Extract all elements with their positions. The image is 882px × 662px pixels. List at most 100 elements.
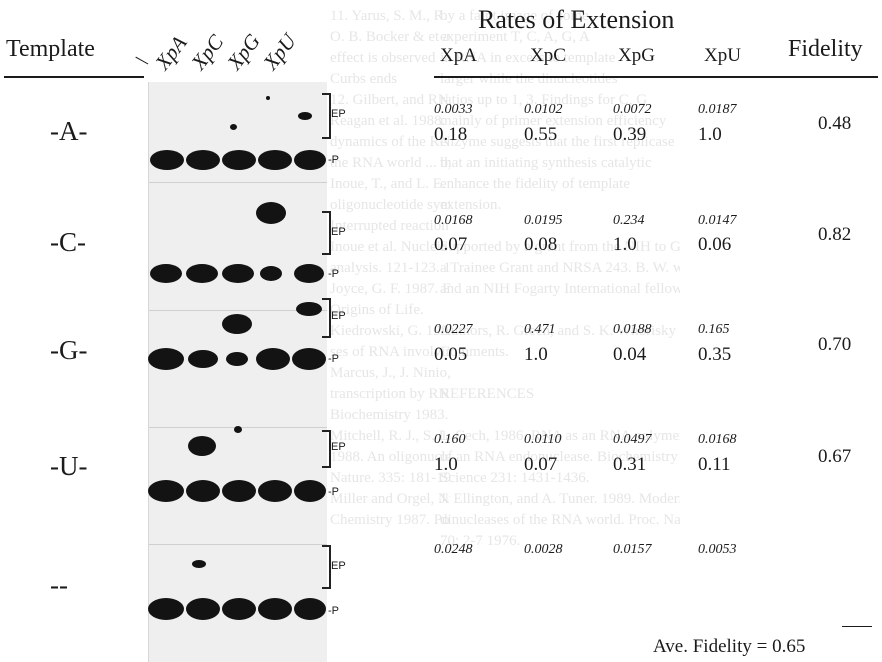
template-label-u: -U- xyxy=(50,451,88,481)
rate-c-xpc: 0.0195 xyxy=(524,213,563,228)
template-header-rule xyxy=(4,76,144,78)
gel-image xyxy=(148,82,327,662)
xpc-column-header: XpC xyxy=(530,45,566,66)
p-label: -P xyxy=(328,605,339,617)
p-label: -P xyxy=(328,486,339,498)
bleed-through-right: by a faint image of some experiment T, C,… xyxy=(440,8,680,549)
gel-band-primer xyxy=(150,264,182,283)
ep-label: EP xyxy=(331,108,346,120)
gel-band-primer xyxy=(222,264,254,283)
fidelity-c: 0.82 xyxy=(818,224,852,245)
template-column-header: Template xyxy=(6,36,95,62)
relative-c-xpg: 1.0 xyxy=(613,234,637,255)
relative-a-xpu: 1.0 xyxy=(698,124,722,145)
lane-label-xpc: XpC xyxy=(186,30,229,75)
rate-none-xpa: 0.0248 xyxy=(434,542,473,557)
xpu-column-header: XpU xyxy=(704,45,741,66)
gel-band-primer xyxy=(258,150,292,170)
gel-band-primer xyxy=(148,598,184,620)
gel-band-primer xyxy=(148,480,184,502)
relative-u-xpg: 0.31 xyxy=(613,454,647,475)
rate-a-xpg: 0.0072 xyxy=(613,102,652,117)
gel-band-primer xyxy=(258,480,292,502)
rate-a-xpc: 0.0102 xyxy=(524,102,563,117)
rate-g-xpc: 0.471 xyxy=(524,322,556,337)
rate-g-xpg: 0.0188 xyxy=(613,322,652,337)
lane-label-xpg: XpG xyxy=(222,29,265,75)
ep-bracket xyxy=(322,545,331,589)
ep-label: EP xyxy=(331,441,346,453)
gel-band-extension xyxy=(296,302,322,316)
p-label: -P xyxy=(328,154,339,166)
rate-a-xpu: 0.0187 xyxy=(698,102,737,117)
gel-band-extension xyxy=(222,314,252,334)
relative-u-xpa: 1.0 xyxy=(434,454,458,475)
p-label: -P xyxy=(328,353,339,365)
rate-u-xpu: 0.0168 xyxy=(698,432,737,447)
lane-label-xpa: XpA xyxy=(150,31,192,75)
gel-band-primer xyxy=(294,150,326,170)
relative-g-xpa: 0.05 xyxy=(434,344,468,365)
rate-g-xpu: 0.165 xyxy=(698,322,730,337)
gel-band-primer xyxy=(258,598,292,620)
ep-bracket xyxy=(322,93,331,139)
relative-g-xpg: 0.04 xyxy=(613,344,647,365)
relative-g-xpu: 0.35 xyxy=(698,344,732,365)
gel-band-primer xyxy=(222,480,256,502)
gel-band-primer xyxy=(148,348,184,370)
gel-band-primer xyxy=(292,348,326,370)
relative-a-xpg: 0.39 xyxy=(613,124,647,145)
relative-c-xpu: 0.06 xyxy=(698,234,732,255)
ep-bracket xyxy=(322,298,331,338)
rate-u-xpc: 0.0110 xyxy=(524,432,562,447)
xpa-column-header: XpA xyxy=(440,45,477,66)
rates-header-rule xyxy=(434,76,878,78)
rate-u-xpg: 0.0497 xyxy=(613,432,652,447)
gel-band-primer xyxy=(186,264,218,283)
gel-band-primer xyxy=(226,352,248,366)
xpg-column-header: XpG xyxy=(618,45,655,66)
relative-g-xpc: 1.0 xyxy=(524,344,548,365)
relative-c-xpc: 0.08 xyxy=(524,234,558,255)
average-fidelity: Ave. Fidelity = 0.65 xyxy=(653,636,806,657)
rate-g-xpa: 0.0227 xyxy=(434,322,473,337)
gel-band-primer xyxy=(294,264,324,283)
gel-band-extension xyxy=(256,202,286,224)
rate-none-xpg: 0.0157 xyxy=(613,542,652,557)
gel-band-primer xyxy=(294,480,326,502)
gel-band-extension xyxy=(230,124,237,130)
gel-band-extension xyxy=(298,112,312,120)
ep-label: EP xyxy=(331,310,346,322)
rate-u-xpa: 0.160 xyxy=(434,432,466,447)
gel-band-primer xyxy=(260,266,282,281)
rate-c-xpu: 0.0147 xyxy=(698,213,737,228)
rates-of-extension-title: Rates of Extension xyxy=(478,5,675,34)
average-rule xyxy=(842,626,872,627)
fidelity-u: 0.67 xyxy=(818,446,852,467)
gel-band-primer xyxy=(294,598,326,620)
fidelity-a: 0.48 xyxy=(818,113,852,134)
template-label-c: -C- xyxy=(50,227,86,257)
bleed-through-left: 11. Yarus, S. M., R. Kinzel, M. E. GerO.… xyxy=(330,8,450,528)
gel-band-extension xyxy=(266,96,270,100)
relative-u-xpc: 0.07 xyxy=(524,454,558,475)
lane-label-control: \ xyxy=(130,51,153,71)
gel-band-primer xyxy=(222,150,256,170)
rate-none-xpc: 0.0028 xyxy=(524,542,563,557)
relative-u-xpu: 0.11 xyxy=(698,454,731,475)
relative-c-xpa: 0.07 xyxy=(434,234,468,255)
template-label-g: -G- xyxy=(50,335,88,365)
gel-band-extension xyxy=(234,426,242,433)
rate-none-xpu: 0.0053 xyxy=(698,542,737,557)
gel-band-extension xyxy=(192,560,206,568)
gel-band-primer xyxy=(186,598,220,620)
ep-label: EP xyxy=(331,226,346,238)
ep-label: EP xyxy=(331,560,346,572)
template-label-a: -A- xyxy=(50,116,88,146)
gel-band-primer xyxy=(188,350,218,368)
ep-bracket xyxy=(322,211,331,255)
gel-band-primer xyxy=(150,150,184,170)
fidelity-g: 0.70 xyxy=(818,334,852,355)
relative-a-xpa: 0.18 xyxy=(434,124,468,145)
lane-label-xpu: XpU xyxy=(258,29,301,75)
